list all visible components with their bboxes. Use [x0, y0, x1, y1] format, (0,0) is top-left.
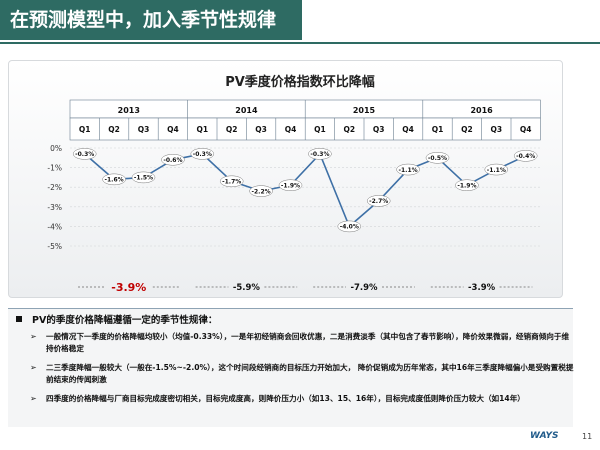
data-label: -1.6%: [105, 177, 124, 184]
data-point: [337, 220, 362, 233]
quarter-label: Q1: [314, 125, 326, 134]
data-label: -1.1%: [399, 167, 418, 174]
quarter-label: Q1: [432, 125, 444, 134]
quarter-label: Q4: [402, 125, 414, 134]
quarter-label: Q4: [167, 125, 179, 134]
arrow-bullet-icon: ➢: [30, 332, 37, 341]
title-bar: 在预测模型中，加入季节性规律: [0, 0, 302, 40]
page-title: 在预测模型中，加入季节性规律: [10, 9, 277, 31]
note-item: ➢ 二三季度降幅一般较大（一般在-1.5%~-2.0%），这个时间段经销商的目标压…: [30, 362, 576, 385]
data-label: -1.9%: [281, 183, 300, 190]
year-label: 2014: [235, 106, 258, 115]
data-point: [425, 152, 450, 164]
quarter-label: Q2: [343, 125, 355, 134]
quarter-label: Q4: [285, 125, 297, 134]
annual-total-label: -7.9%: [350, 283, 378, 293]
quarter-label: Q3: [373, 125, 385, 134]
data-label: -0.4%: [516, 153, 535, 160]
chart-panel: [8, 60, 563, 298]
quarter-label: Q2: [461, 125, 473, 134]
notes-box: [8, 308, 573, 427]
annual-total-label: -3.9%: [468, 283, 496, 293]
data-label: -1.9%: [457, 183, 476, 190]
quarter-label: Q2: [226, 125, 238, 134]
quarter-label: Q1: [79, 125, 91, 134]
year-label: 2015: [353, 106, 376, 115]
annual-total-label: -5.9%: [233, 283, 261, 293]
quarter-label: Q3: [490, 125, 502, 134]
data-point: [190, 148, 215, 160]
note-item: ➢ 一般情况下一季度的价格降幅均较小（均值-0.33%），一是年初经销商会回收优惠…: [30, 331, 576, 354]
notes-heading-text: PV的季度价格降幅遵循一定的季节性规律：: [32, 315, 218, 326]
data-point: [161, 154, 185, 166]
note-item: ➢ 四季度的价格降幅与厂商目标完成度密切相关，目标完成度高，则降价压力小（如13、…: [30, 393, 576, 405]
y-tick-label: -3%: [47, 203, 62, 212]
year-label: 2016: [470, 106, 493, 115]
data-label: -0.6%: [163, 157, 182, 164]
data-label: -2.2%: [252, 188, 271, 195]
data-point: [219, 175, 244, 188]
price-index-chart: PV季度价格指数环比降幅 2013 2014 2015 2016 Q1 Q2 Q3 Q4 Q1 Q2…: [47, 74, 541, 294]
data-label: -0.5%: [428, 155, 447, 162]
data-point: [102, 173, 126, 186]
y-tick-label: 0%: [50, 144, 62, 153]
square-bullet-icon: [16, 316, 22, 322]
data-point: [131, 171, 156, 184]
ways-logo: WAYS: [530, 431, 559, 441]
notes-heading: PV的季度价格降幅遵循一定的季节性规律：: [16, 312, 217, 326]
data-label: -4.0%: [340, 224, 359, 231]
data-label: -0.3%: [193, 151, 212, 158]
quarter-label: Q3: [255, 125, 267, 134]
y-tick-label: -2%: [47, 183, 62, 192]
data-point: [484, 163, 509, 176]
data-label: -2.7%: [369, 198, 388, 205]
year-label: 2013: [118, 106, 140, 115]
data-label: -0.3%: [75, 151, 94, 158]
data-point: [396, 163, 420, 176]
data-label: -1.5%: [134, 175, 153, 182]
quarter-label: Q2: [108, 125, 120, 134]
quarter-label: Q1: [196, 125, 208, 134]
data-point: [308, 148, 332, 160]
quarter-label: Q4: [520, 125, 532, 134]
note-text: 一般情况下一季度的价格降幅均较小（均值-0.33%），一是年初经销商会回收优惠，…: [46, 332, 570, 353]
data-point: [513, 150, 538, 162]
y-tick-label: -4%: [47, 222, 62, 231]
y-tick-label: -1%: [47, 164, 62, 173]
arrow-bullet-icon: ➢: [30, 363, 37, 372]
page-number: 11: [582, 432, 593, 441]
data-label: -0.3%: [310, 151, 329, 158]
arrow-bullet-icon: ➢: [30, 394, 37, 403]
annual-total-label: -3.9%: [111, 281, 146, 294]
data-label: -1.7%: [222, 179, 241, 186]
data-point: [366, 195, 391, 207]
chart-title: PV季度价格指数环比降幅: [225, 74, 375, 90]
data-point: [249, 185, 273, 197]
note-text: 四季度的价格降幅与厂商目标完成度密切相关，目标完成度高，则降价压力小（如13、1…: [46, 394, 525, 403]
y-tick-label: -5%: [47, 242, 62, 251]
title-rule: [0, 42, 600, 44]
note-text: 二三季度降幅一般较大（一般在-1.5%~-2.0%），这个时间段经销商的目标压力…: [46, 363, 574, 384]
data-label: -1.1%: [487, 167, 506, 174]
data-point: [455, 179, 479, 191]
series-line: [84, 152, 527, 228]
quarter-label: Q3: [138, 125, 150, 134]
data-point: [278, 179, 303, 191]
data-point: [72, 148, 97, 160]
